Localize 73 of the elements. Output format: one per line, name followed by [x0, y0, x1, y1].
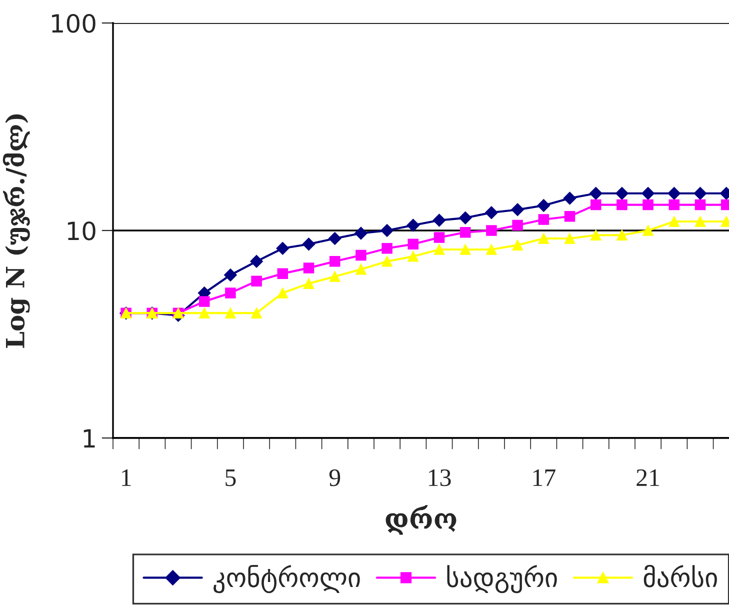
x-tick-label: 17: [533, 469, 556, 486]
legend-label: კონტროლი: [214, 564, 360, 594]
x-tick-label: 1: [122, 469, 131, 486]
point: [694, 199, 706, 210]
point: [486, 225, 497, 236]
point: [251, 308, 262, 318]
point: [458, 211, 472, 224]
point: [434, 232, 445, 243]
point: [303, 262, 314, 274]
point: [694, 216, 706, 227]
y-tick-label: 1: [84, 429, 95, 448]
point: [434, 244, 445, 255]
point: [538, 214, 550, 225]
y-axis-title: Log N (უჯრ./მლ): [2, 114, 30, 348]
point: [590, 230, 602, 241]
point: [537, 199, 550, 212]
x-tick-label: 5: [226, 470, 236, 486]
point: [329, 256, 340, 267]
point: [225, 288, 236, 298]
point: [380, 224, 394, 237]
point: [511, 203, 524, 216]
x-tick-label: 13: [428, 469, 451, 486]
point: [356, 264, 366, 275]
point: [485, 206, 498, 219]
point: [356, 250, 366, 261]
point: [328, 232, 342, 245]
point: [538, 233, 550, 244]
point: [642, 186, 654, 200]
point: [382, 243, 392, 254]
point: [302, 238, 316, 251]
point: [251, 276, 262, 287]
point: [276, 242, 290, 255]
point: [668, 186, 681, 200]
point: [224, 268, 237, 282]
y-tick-label: 100: [52, 14, 96, 33]
point: [303, 278, 314, 289]
point: [277, 288, 288, 298]
point: [460, 226, 471, 238]
point: [382, 256, 392, 267]
point: [616, 199, 628, 210]
point: [486, 244, 497, 255]
point: [642, 225, 654, 236]
point: [590, 199, 602, 210]
point: [277, 268, 288, 279]
point: [460, 244, 471, 255]
x-tick-label: 21: [636, 469, 660, 486]
point: [408, 238, 419, 250]
point: [642, 199, 654, 210]
point: [198, 296, 210, 307]
point: [694, 186, 707, 200]
point: [329, 271, 340, 282]
point: [198, 308, 210, 318]
point: [354, 226, 368, 240]
legend-label: სადგური: [447, 564, 557, 594]
point: [564, 210, 576, 222]
legend-label: მარსი: [644, 564, 717, 588]
x-tick-label: 9: [329, 469, 340, 486]
point: [616, 186, 628, 200]
point: [564, 233, 576, 244]
y-tick-label: 10: [68, 221, 96, 240]
point: [406, 218, 420, 232]
point: [512, 240, 523, 251]
x-axis-title: დრო: [386, 505, 456, 535]
point: [563, 192, 576, 205]
point: [616, 230, 628, 241]
point: [225, 308, 236, 318]
point: [668, 216, 680, 227]
point: [512, 220, 523, 231]
point: [250, 254, 263, 268]
point: [432, 214, 446, 227]
point: [668, 199, 680, 210]
point: [408, 251, 419, 262]
point: [589, 186, 602, 200]
